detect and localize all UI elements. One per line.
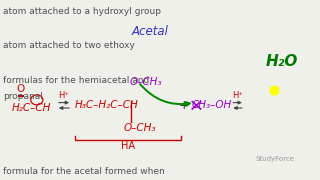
Text: HA: HA <box>121 141 135 151</box>
Text: +: + <box>179 99 189 112</box>
Text: H⁺: H⁺ <box>58 91 69 100</box>
Text: O: O <box>17 84 25 94</box>
Text: H₂C–CH: H₂C–CH <box>12 103 52 113</box>
Text: O–CH₃: O–CH₃ <box>130 77 162 87</box>
Text: H₃C–H₂C–CH: H₃C–H₂C–CH <box>75 100 139 110</box>
Text: formulas for the hemiacetal and: formulas for the hemiacetal and <box>3 76 149 85</box>
Text: CH₃–OH: CH₃–OH <box>192 100 232 110</box>
Text: atom attached to a hydroxyl group: atom attached to a hydroxyl group <box>3 7 161 16</box>
Text: Acetal: Acetal <box>131 25 168 38</box>
Text: O–CH₃: O–CH₃ <box>123 123 156 133</box>
Text: propanal: propanal <box>3 92 43 101</box>
Text: H⁺: H⁺ <box>232 91 243 100</box>
Text: StudyForce: StudyForce <box>256 156 295 162</box>
Point <box>271 89 276 91</box>
Text: formula for the acetal formed when: formula for the acetal formed when <box>3 167 165 176</box>
Text: atom attached to two ethoxy: atom attached to two ethoxy <box>3 41 135 50</box>
Text: H₂O: H₂O <box>265 54 298 69</box>
